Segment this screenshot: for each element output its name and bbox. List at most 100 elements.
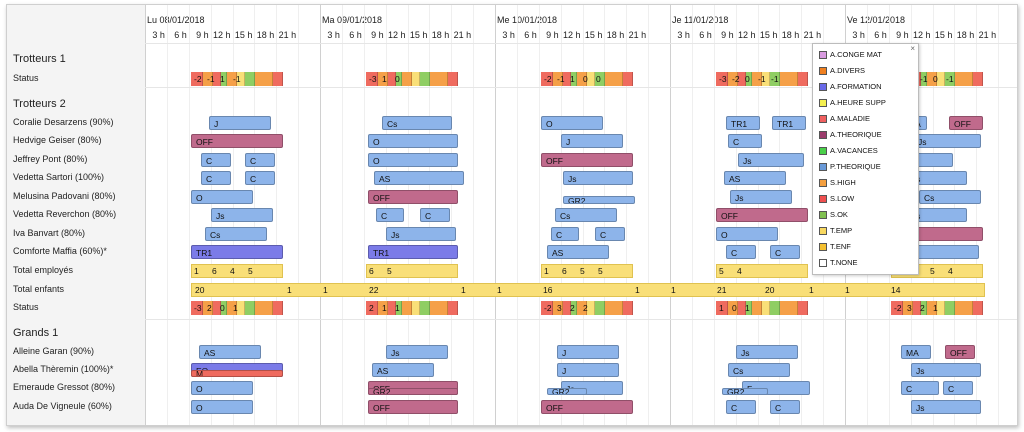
row-auda[interactable]: Auda De Vigneule (60%) — [13, 401, 112, 411]
booking-bar[interactable]: Js — [563, 171, 633, 185]
status-2-value: 2 — [369, 303, 374, 313]
booking-bar[interactable]: Cs — [205, 227, 267, 241]
booking-bar[interactable]: TR1 — [191, 245, 283, 259]
booking-bar[interactable]: C — [728, 134, 762, 148]
booking-bar[interactable]: C — [595, 227, 625, 241]
legend-item[interactable]: S.HIGH — [819, 178, 856, 188]
booking-bar[interactable]: J — [557, 363, 619, 377]
booking-bar[interactable]: OFF — [368, 400, 458, 414]
booking-bar[interactable]: J — [557, 345, 619, 359]
booking-bar[interactable]: Cs — [728, 363, 790, 377]
legend-item[interactable]: A.FORMATION — [819, 82, 882, 92]
booking-bar[interactable]: TR1 — [772, 116, 806, 130]
booking-bar[interactable]: O — [191, 190, 253, 204]
status-2-value: 3 — [557, 303, 562, 313]
booking-bar[interactable]: C — [245, 153, 275, 167]
booking-bar[interactable]: Cs — [555, 208, 617, 222]
booking-bar[interactable]: GR2 — [722, 388, 768, 395]
booking-bar[interactable]: GR2 — [547, 388, 587, 395]
row-jeffrey[interactable]: Jeffrey Pont (80%) — [13, 154, 88, 164]
booking-bar[interactable]: C — [420, 208, 450, 222]
row-emeraude[interactable]: Emeraude Gressot (80%) — [13, 382, 116, 392]
booking-bar[interactable]: M — [191, 370, 283, 377]
hour-gridline — [473, 5, 475, 425]
booking-bar[interactable]: GR2 — [563, 196, 635, 204]
booking-bar[interactable]: MA — [901, 345, 931, 359]
booking-bar[interactable]: Cs — [919, 190, 981, 204]
hour-label: 15 h — [584, 30, 603, 40]
row-vedetta-reverchon[interactable]: Vedetta Reverchon (80%) — [13, 209, 117, 219]
booking-bar[interactable]: Js — [738, 153, 804, 167]
booking-bar[interactable]: AS — [374, 171, 464, 185]
booking-bar[interactable]: OFF — [368, 190, 458, 204]
booking-bar[interactable]: O — [541, 116, 603, 130]
legend-item[interactable]: A.HEURE SUPP — [819, 98, 886, 108]
booking-bar[interactable]: O — [368, 134, 458, 148]
legend-item[interactable]: S.LOW — [819, 194, 854, 204]
booking-bar[interactable]: OFF — [716, 208, 808, 222]
legend-item[interactable]: A.MALADIE — [819, 114, 870, 124]
booking-bar[interactable]: C — [245, 171, 275, 185]
row-iva[interactable]: Iva Banvart (80%) — [13, 228, 86, 238]
booking-bar[interactable]: J — [561, 134, 623, 148]
booking-bar[interactable]: TR1 — [368, 245, 458, 259]
row-alleine[interactable]: Alleine Garan (90%) — [13, 346, 95, 356]
booking-bar[interactable]: Js — [736, 345, 798, 359]
booking-bar[interactable]: C — [770, 400, 800, 414]
booking-bar[interactable]: C — [901, 381, 939, 395]
booking-bar[interactable]: GR2 — [368, 388, 458, 395]
booking-bar[interactable]: OFF — [191, 134, 283, 148]
status-1-value: -1 — [920, 74, 928, 84]
row-coralie[interactable]: Coralie Desarzens (90%) — [13, 117, 114, 127]
day-header: Ma 09/01/2018 — [322, 15, 383, 25]
booking-bar[interactable]: Cs — [382, 116, 452, 130]
booking-bar[interactable]: AS — [547, 245, 609, 259]
booking-bar[interactable]: Js — [911, 400, 981, 414]
booking-bar[interactable]: Js — [730, 190, 792, 204]
booking-bar[interactable]: O — [191, 400, 253, 414]
booking-bar[interactable]: Js — [386, 227, 456, 241]
booking-bar[interactable]: J — [209, 116, 271, 130]
booking-bar[interactable]: C — [726, 400, 756, 414]
status-2-segment — [366, 301, 378, 315]
booking-bar[interactable]: Js — [386, 345, 448, 359]
legend-item[interactable]: T.NONE — [819, 258, 858, 268]
booking-bar[interactable]: C — [201, 171, 231, 185]
status-2-segment — [595, 301, 605, 315]
booking-bar[interactable]: O — [368, 153, 458, 167]
legend-item[interactable]: S.OK — [819, 210, 848, 220]
booking-bar[interactable]: C — [551, 227, 579, 241]
booking-bar[interactable]: Js — [211, 208, 273, 222]
booking-bar[interactable]: C — [201, 153, 231, 167]
booking-bar[interactable]: OFF — [949, 116, 983, 130]
legend-item[interactable]: A.DIVERS — [819, 66, 865, 76]
booking-bar[interactable]: C — [376, 208, 404, 222]
booking-bar[interactable]: Js — [911, 363, 981, 377]
booking-bar[interactable]: C — [726, 245, 756, 259]
booking-bar[interactable]: OFF — [541, 153, 633, 167]
row-abella[interactable]: Abella Thèremin (100%)* — [13, 364, 114, 374]
booking-bar[interactable]: OFF — [945, 345, 975, 359]
booking-bar[interactable]: C — [770, 245, 800, 259]
legend-item[interactable]: T.ENF — [819, 242, 851, 252]
booking-bar[interactable]: Js — [913, 134, 981, 148]
row-hedvige[interactable]: Hedvige Geiser (80%) — [13, 135, 102, 145]
booking-bar[interactable]: TR1 — [726, 116, 760, 130]
row-comforte[interactable]: Comforte Maffia (60%)* — [13, 246, 107, 256]
row-vedetta-sartori[interactable]: Vedetta Sartori (100%) — [13, 172, 105, 182]
booking-bar[interactable]: C — [943, 381, 973, 395]
booking-bar[interactable]: AS — [724, 171, 786, 185]
booking-bar[interactable]: O — [716, 227, 778, 241]
legend-item[interactable]: A.THEORIQUE — [819, 130, 882, 140]
legend-item[interactable]: P.THEORIQUE — [819, 162, 881, 172]
booking-bar[interactable]: OFF — [541, 400, 633, 414]
legend-item[interactable]: A.VACANCES — [819, 146, 878, 156]
booking-bar[interactable]: AS — [372, 363, 434, 377]
legend-item[interactable]: A.CONGE MAT — [819, 50, 882, 60]
row-melusina[interactable]: Melusina Padovani (80%) — [13, 191, 116, 201]
booking-bar[interactable]: AS — [199, 345, 261, 359]
legend-close-button[interactable]: × — [910, 44, 915, 53]
row-status-1: Status — [13, 73, 39, 83]
legend-item[interactable]: T.EMP — [819, 226, 852, 236]
booking-bar[interactable]: O — [191, 381, 253, 395]
